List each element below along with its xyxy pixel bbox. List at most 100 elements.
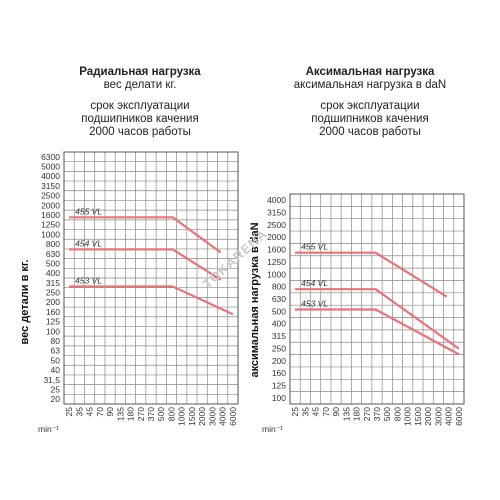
- x-tick-label: 270: [362, 407, 372, 421]
- x-tick-label: 45: [311, 407, 321, 417]
- y-tick-label: 4000: [267, 195, 286, 205]
- plot-frame: [289, 193, 465, 405]
- x-tick-label: 180: [126, 407, 136, 421]
- radial-load-chart: 6300500040003150250020001600125010008006…: [41, 151, 239, 426]
- y-tick-label: 2500: [267, 220, 286, 230]
- y-tick-label: 4000: [41, 171, 60, 181]
- series-line: [295, 308, 460, 356]
- series-line: [69, 248, 222, 281]
- y-tick-label: 125: [272, 380, 286, 390]
- axial-load-chart: 4000315025002000160012501000800630500400…: [267, 193, 465, 426]
- y-tick-label: 1000: [267, 269, 286, 279]
- y-tick-label: 2500: [41, 191, 60, 201]
- plot-frame: [63, 151, 239, 405]
- x-tick-label: 4000: [218, 407, 228, 426]
- y-tick-label: 1000: [41, 229, 60, 239]
- series-label: 454 VL: [75, 238, 102, 248]
- y-tick-label: 400: [46, 268, 60, 278]
- right-heading: Аксимальная нагрузка аксимальная нагрузк…: [250, 66, 490, 139]
- x-tick-label: 4000: [444, 407, 454, 426]
- left-heading: Радиальная нагрузка вес делати кг. срок …: [20, 66, 260, 139]
- series-label: 455 VL: [75, 206, 102, 216]
- series-label: 455 VL: [301, 242, 328, 252]
- x-tick-label: 70: [321, 407, 331, 417]
- x-tick-label: 180: [352, 407, 362, 421]
- y-tick-label: 1250: [267, 257, 286, 267]
- y-tick-label: 6300: [41, 152, 60, 162]
- x-tick-label: 90: [105, 407, 115, 417]
- y-tick-label: 25: [51, 384, 61, 394]
- x-tick-label: 35: [74, 407, 84, 417]
- x-tick-label: 135: [341, 407, 351, 421]
- x-tick-label: 25: [64, 407, 74, 417]
- y-tick-label: 250: [272, 343, 286, 353]
- y-tick-label: 2000: [267, 232, 286, 242]
- y-tick-label: 315: [272, 331, 286, 341]
- x-tick-label: 135: [115, 407, 125, 421]
- x-tick-label: 500: [382, 407, 392, 421]
- y-tick-label: 160: [46, 307, 60, 317]
- y-tick-label: 1600: [41, 210, 60, 220]
- y-tick-label: 400: [272, 319, 286, 329]
- y-tick-label: 630: [46, 249, 60, 259]
- y-tick-label: 250: [46, 288, 60, 298]
- right-note-line-1: срок эксплуатации: [320, 100, 420, 112]
- y-tick-label: 100: [272, 393, 286, 403]
- y-tick-label: 50: [51, 355, 61, 365]
- y-tick-label: 80: [51, 336, 61, 346]
- y-tick-label: 200: [272, 356, 286, 366]
- y-tick-label: 160: [272, 368, 286, 378]
- y-tick-label: 2000: [41, 200, 60, 210]
- y-tick-label: 20: [51, 394, 61, 404]
- x-tick-label: 270: [136, 407, 146, 421]
- y-tick-label: 500: [46, 258, 60, 268]
- x-tick-label: 45: [85, 407, 95, 417]
- x-tick-label: 3000: [433, 407, 443, 426]
- series-label: 454 VL: [301, 278, 328, 288]
- x-tick-label: 3000: [207, 407, 217, 426]
- left-x-unit: min⁻¹: [38, 424, 59, 434]
- y-tick-label: 500: [272, 306, 286, 316]
- right-subtitle: аксимальная нагрузка в daN: [293, 79, 447, 91]
- y-tick-label: 1600: [267, 245, 286, 255]
- left-subtitle: вес делати кг.: [103, 79, 177, 91]
- y-tick-label: 3150: [267, 208, 286, 218]
- series-label: 453 VL: [75, 276, 102, 286]
- x-tick-label: 370: [146, 407, 156, 421]
- x-tick-label: 800: [392, 407, 402, 421]
- x-tick-label: 1500: [187, 407, 197, 426]
- y-tick-label: 1250: [41, 220, 60, 230]
- series-line: [69, 216, 222, 254]
- x-tick-label: 2000: [197, 407, 207, 426]
- y-tick-label: 31,5: [43, 375, 60, 385]
- y-tick-label: 100: [46, 326, 60, 336]
- y-tick-label: 200: [46, 297, 60, 307]
- y-tick-label: 315: [46, 278, 60, 288]
- y-tick-label: 3150: [41, 181, 60, 191]
- y-tick-label: 800: [272, 282, 286, 292]
- y-tick-label: 800: [46, 239, 60, 249]
- x-tick-label: 35: [300, 407, 310, 417]
- x-tick-label: 2000: [423, 407, 433, 426]
- left-title: Радиальная нагрузка: [79, 66, 201, 78]
- x-tick-label: 1000: [177, 407, 187, 426]
- series-line: [69, 285, 234, 316]
- series-line: [295, 251, 448, 298]
- series-line: [295, 288, 460, 350]
- right-x-unit: min⁻¹: [262, 424, 283, 434]
- left-note-line-2: подшипников качения: [81, 113, 199, 125]
- y-tick-label: 5000: [41, 162, 60, 172]
- right-note-line-2: подшипников качения: [311, 113, 429, 125]
- x-tick-label: 70: [95, 407, 105, 417]
- right-y-axis-label: аксимальная нагрузка в daN: [249, 222, 261, 377]
- x-tick-label: 1000: [403, 407, 413, 426]
- x-tick-label: 6000: [228, 407, 238, 426]
- left-note-line-3: 2000 часов работы: [89, 126, 191, 138]
- x-tick-label: 1500: [413, 407, 423, 426]
- y-tick-label: 63: [51, 346, 61, 356]
- right-title: Аксимальная нагрузка: [305, 66, 435, 78]
- x-tick-label: 370: [372, 407, 382, 421]
- y-tick-label: 125: [46, 317, 60, 327]
